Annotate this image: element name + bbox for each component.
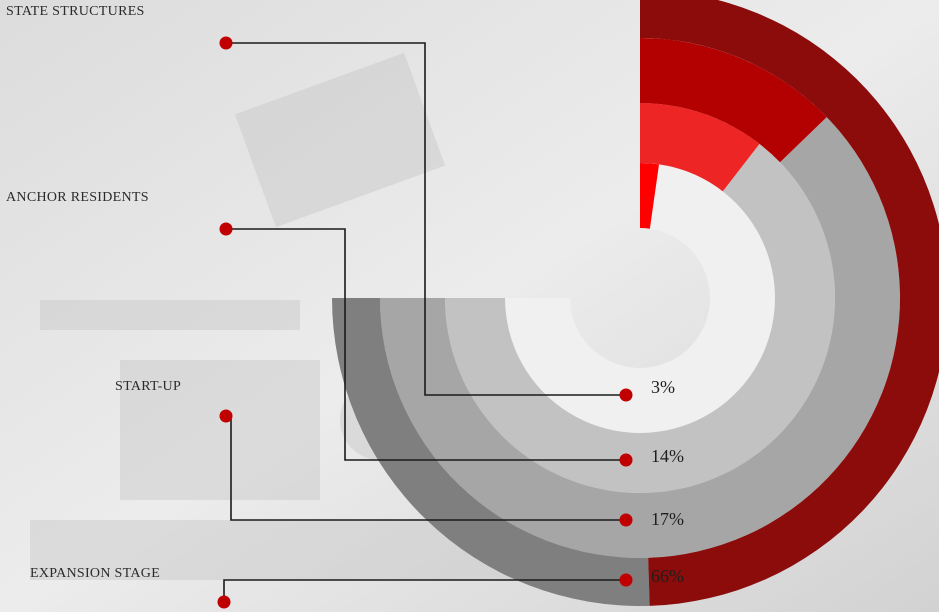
connector-line-state-structures: [226, 42, 626, 396]
connector-start-dot-state-structures: [219, 36, 233, 50]
ring-remainder-anchor-residents: [445, 143, 835, 494]
value-label-expansion-stage: 66%: [651, 566, 684, 586]
connector-end-dot-expansion-stage: [619, 573, 633, 587]
ring-bar-state-structures: [640, 163, 660, 229]
connector-line-anchor-residents: [226, 228, 626, 461]
connector-start-dot-anchor-residents: [219, 222, 233, 236]
connector-start-dot-expansion-stage: [217, 595, 231, 609]
value-label-state-structures: 3%: [651, 377, 675, 397]
value-label-start-up: 17%: [651, 509, 684, 529]
connector-start-dot-start-up: [219, 409, 233, 423]
category-label-anchor-residents: ANCHOR RESIDENTS: [6, 190, 149, 205]
ring-bar-anchor-residents: [640, 103, 760, 192]
ring-remainder-state-structures: [505, 164, 776, 434]
ring-bar-start-up: [640, 38, 827, 163]
connector-line-expansion-stage: [223, 579, 626, 602]
category-label-state-structures: STATE STRUCTURES: [6, 4, 145, 19]
category-label-start-up: START-UP: [115, 379, 182, 394]
value-label-anchor-residents: 14%: [651, 446, 684, 466]
ring-bar-expansion-stage: [640, 0, 939, 606]
connector-end-dot-start-up: [619, 513, 633, 527]
ring-remainder-start-up: [380, 117, 900, 558]
connector-end-dot-anchor-residents: [619, 453, 633, 467]
ring-remainder-expansion-stage: [332, 298, 650, 606]
connector-end-dot-state-structures: [619, 388, 633, 402]
category-label-expansion-stage: EXPANSION STAGE: [30, 566, 161, 581]
